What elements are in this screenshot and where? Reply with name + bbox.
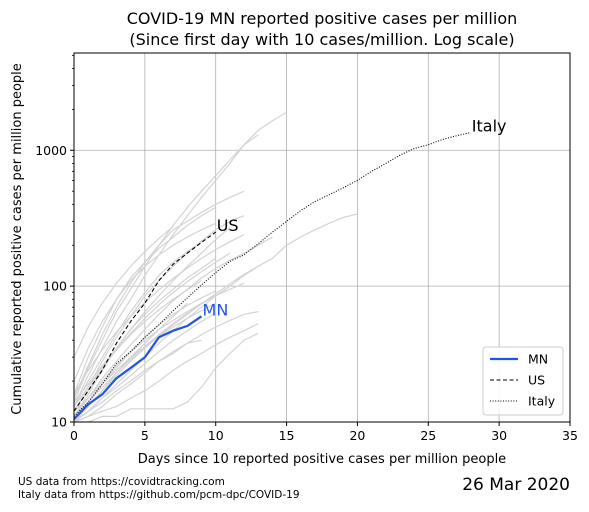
x-tick-label: 15 [279, 428, 295, 443]
chart-subtitle: (Since first day with 10 cases/million. … [129, 30, 514, 49]
x-tick-label: 35 [562, 428, 578, 443]
date-label: 26 Mar 2020 [462, 475, 570, 495]
footnote-italy-source: Italy data from https://github.com/pcm-d… [18, 489, 300, 502]
x-tick-label: 0 [70, 428, 78, 443]
x-tick-label: 10 [208, 428, 224, 443]
annotation-italy: Italy [472, 117, 507, 136]
annotation-mn: MN [203, 300, 229, 319]
covid-cases-chart: COVID-19 MN reported positive cases per … [0, 0, 589, 470]
legend-label-italy: Italy [528, 394, 556, 409]
y-tick-label: 100 [43, 279, 67, 294]
x-axis-label: Days since 10 reported positive cases pe… [138, 452, 506, 467]
legend-label-mn: MN [528, 352, 548, 367]
y-tick-label: 1000 [35, 143, 67, 158]
x-tick-label: 20 [349, 428, 365, 443]
chart-title: COVID-19 MN reported positive cases per … [127, 9, 518, 28]
y-axis-label: Cumulative reported positive cases per m… [10, 63, 25, 415]
footnote-us-source: US data from https://covidtracking.com [18, 476, 225, 489]
x-tick-label: 25 [420, 428, 436, 443]
x-tick-label: 5 [141, 428, 149, 443]
series-line-mn [74, 316, 202, 419]
legend-label-us: US [528, 373, 545, 388]
y-tick-label: 10 [51, 415, 67, 430]
x-tick-label: 30 [491, 428, 507, 443]
annotation-us: US [217, 216, 239, 235]
